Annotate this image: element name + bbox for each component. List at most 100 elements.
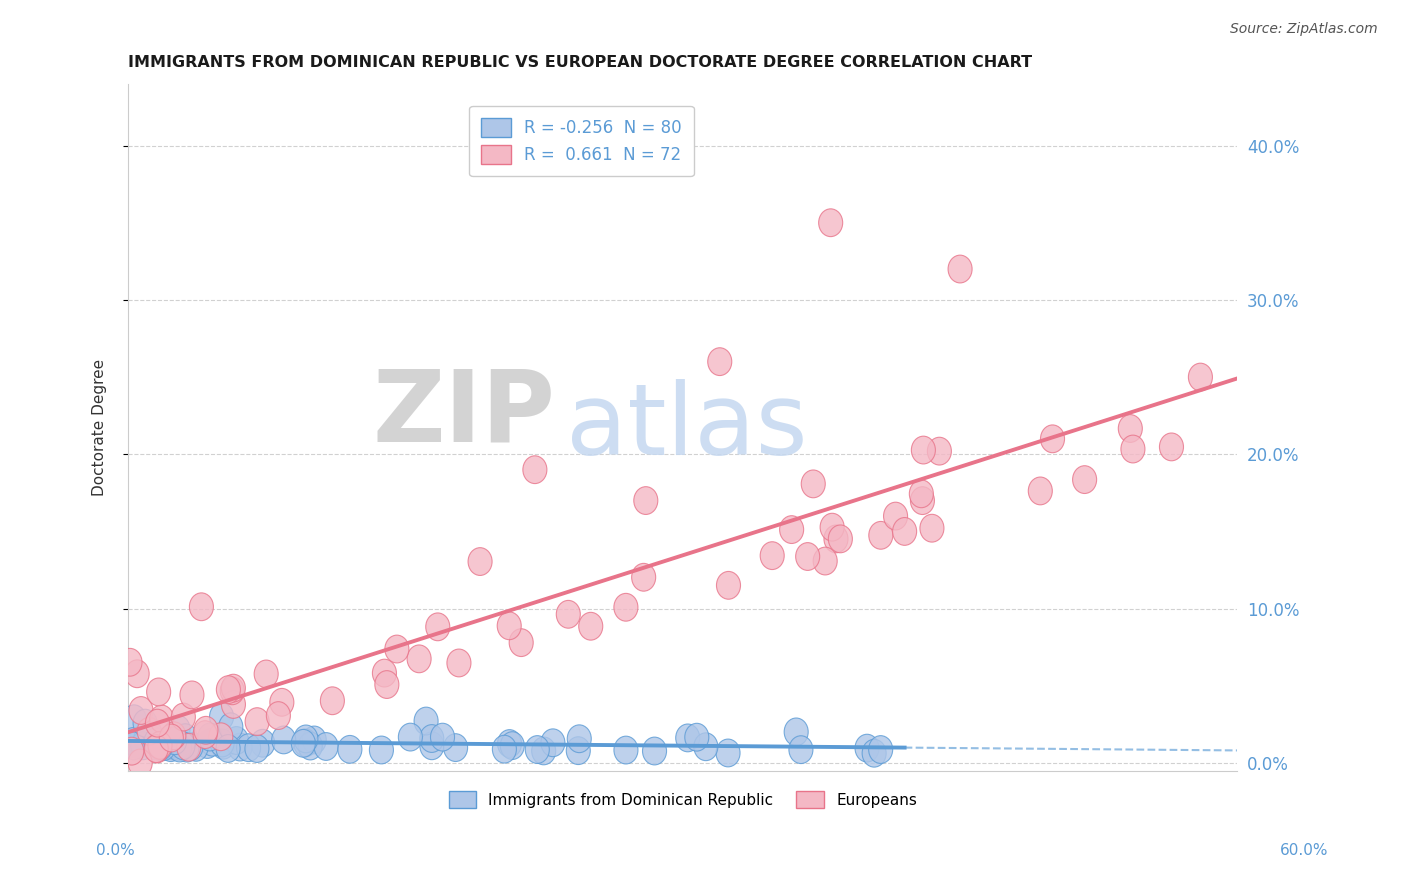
Ellipse shape <box>172 731 195 760</box>
Ellipse shape <box>177 733 201 761</box>
Ellipse shape <box>420 732 444 760</box>
Ellipse shape <box>162 731 186 759</box>
Ellipse shape <box>1118 415 1142 442</box>
Ellipse shape <box>828 525 852 553</box>
Ellipse shape <box>120 738 143 765</box>
Ellipse shape <box>167 732 191 761</box>
Ellipse shape <box>910 480 934 508</box>
Ellipse shape <box>271 726 295 754</box>
Ellipse shape <box>141 731 166 759</box>
Ellipse shape <box>270 689 294 716</box>
Ellipse shape <box>266 702 291 730</box>
Ellipse shape <box>166 715 190 743</box>
Ellipse shape <box>1160 433 1184 461</box>
Ellipse shape <box>118 648 142 676</box>
Ellipse shape <box>614 736 638 764</box>
Ellipse shape <box>1121 435 1144 463</box>
Ellipse shape <box>209 729 235 757</box>
Ellipse shape <box>174 734 200 762</box>
Text: 60.0%: 60.0% <box>1281 843 1329 857</box>
Ellipse shape <box>294 729 318 756</box>
Ellipse shape <box>228 733 252 761</box>
Ellipse shape <box>134 709 157 737</box>
Ellipse shape <box>128 749 152 777</box>
Ellipse shape <box>501 731 524 759</box>
Ellipse shape <box>221 677 245 705</box>
Ellipse shape <box>631 564 655 591</box>
Ellipse shape <box>254 660 278 688</box>
Ellipse shape <box>122 732 146 760</box>
Ellipse shape <box>408 645 432 673</box>
Ellipse shape <box>676 724 700 752</box>
Ellipse shape <box>209 703 233 731</box>
Ellipse shape <box>298 732 322 760</box>
Ellipse shape <box>824 525 848 553</box>
Ellipse shape <box>217 676 240 704</box>
Ellipse shape <box>149 705 174 733</box>
Ellipse shape <box>567 737 591 764</box>
Ellipse shape <box>145 709 170 737</box>
Ellipse shape <box>118 730 142 757</box>
Text: IMMIGRANTS FROM DOMINICAN REPUBLIC VS EUROPEAN DOCTORATE DEGREE CORRELATION CHAR: IMMIGRANTS FROM DOMINICAN REPUBLIC VS EU… <box>128 55 1032 70</box>
Ellipse shape <box>415 707 439 735</box>
Ellipse shape <box>146 678 170 706</box>
Ellipse shape <box>148 731 172 759</box>
Ellipse shape <box>135 718 159 747</box>
Ellipse shape <box>152 732 176 761</box>
Ellipse shape <box>855 734 879 762</box>
Ellipse shape <box>245 707 269 736</box>
Ellipse shape <box>121 728 145 756</box>
Ellipse shape <box>717 572 741 599</box>
Y-axis label: Doctorate Degree: Doctorate Degree <box>93 359 107 496</box>
Ellipse shape <box>131 732 155 760</box>
Ellipse shape <box>468 548 492 575</box>
Ellipse shape <box>579 612 603 640</box>
Ellipse shape <box>150 730 174 758</box>
Ellipse shape <box>526 736 550 764</box>
Ellipse shape <box>779 516 804 543</box>
Ellipse shape <box>156 728 180 756</box>
Ellipse shape <box>180 681 204 709</box>
Ellipse shape <box>707 348 731 376</box>
Ellipse shape <box>250 730 274 757</box>
Ellipse shape <box>1040 425 1064 453</box>
Ellipse shape <box>321 687 344 714</box>
Ellipse shape <box>198 723 222 751</box>
Ellipse shape <box>869 736 893 764</box>
Ellipse shape <box>190 593 214 621</box>
Ellipse shape <box>225 727 249 755</box>
Ellipse shape <box>789 736 813 764</box>
Ellipse shape <box>911 487 935 515</box>
Ellipse shape <box>498 730 522 757</box>
Ellipse shape <box>125 660 149 688</box>
Ellipse shape <box>948 255 972 283</box>
Ellipse shape <box>236 734 260 762</box>
Text: atlas: atlas <box>567 379 808 475</box>
Ellipse shape <box>426 613 450 640</box>
Ellipse shape <box>447 649 471 677</box>
Ellipse shape <box>541 729 565 756</box>
Ellipse shape <box>127 731 150 758</box>
Ellipse shape <box>523 456 547 483</box>
Ellipse shape <box>634 487 658 515</box>
Ellipse shape <box>165 729 188 757</box>
Ellipse shape <box>1073 466 1097 493</box>
Text: Source: ZipAtlas.com: Source: ZipAtlas.com <box>1230 22 1378 37</box>
Ellipse shape <box>567 725 592 753</box>
Ellipse shape <box>219 713 243 740</box>
Ellipse shape <box>149 732 173 761</box>
Ellipse shape <box>200 728 225 756</box>
Ellipse shape <box>195 731 219 758</box>
Ellipse shape <box>911 436 935 464</box>
Ellipse shape <box>531 737 555 764</box>
Ellipse shape <box>217 735 240 763</box>
Ellipse shape <box>398 723 422 751</box>
Ellipse shape <box>150 731 174 758</box>
Ellipse shape <box>221 674 246 702</box>
Ellipse shape <box>194 716 218 744</box>
Ellipse shape <box>883 502 908 530</box>
Ellipse shape <box>150 731 174 758</box>
Ellipse shape <box>160 730 184 757</box>
Ellipse shape <box>138 717 162 745</box>
Ellipse shape <box>643 737 666 765</box>
